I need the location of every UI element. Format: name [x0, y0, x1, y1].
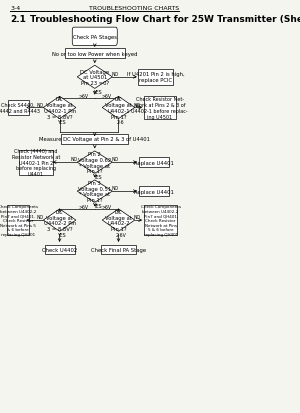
Text: NO: NO — [71, 157, 78, 162]
Text: Replace U4401: Replace U4401 — [134, 189, 174, 194]
Bar — [61, 135, 128, 145]
Text: 3-4: 3-4 — [11, 6, 21, 11]
Bar — [65, 49, 124, 59]
Polygon shape — [77, 66, 112, 89]
Text: No or too low Power when keyed: No or too low Power when keyed — [52, 52, 137, 57]
Polygon shape — [102, 97, 135, 119]
Bar — [45, 245, 75, 255]
Bar — [139, 158, 169, 168]
Text: DC
Voltage at
U4402-2 Pin
3 = 8.8V?: DC Voltage at U4402-2 Pin 3 = 8.8V? — [44, 209, 76, 232]
Text: DC
Voltage at
U4402-2
Pin 1?: DC Voltage at U4402-2 Pin 1? — [105, 209, 132, 232]
Text: Check Components
between U4402-2
Pin7 and QH401.
Check Resistor
Network at Pins : Check Components between U4402-2 Pin7 an… — [0, 205, 38, 236]
Polygon shape — [44, 97, 76, 119]
Text: Pin 2
Voltage 0.62
* Voltage at
Pin 1?: Pin 2 Voltage 0.62 * Voltage at Pin 1? — [78, 152, 111, 174]
Text: Pin 3
Voltage 0.51
* Voltage at
Pin 1?: Pin 3 Voltage 0.51 * Voltage at Pin 1? — [78, 180, 111, 203]
Text: 2-6: 2-6 — [117, 120, 124, 125]
Text: YES: YES — [57, 120, 66, 125]
Bar — [8, 100, 29, 116]
Text: >6V: >6V — [101, 205, 111, 210]
Bar — [143, 97, 176, 120]
Text: NO: NO — [37, 215, 44, 220]
FancyBboxPatch shape — [72, 28, 117, 46]
Polygon shape — [77, 152, 112, 174]
Text: NO: NO — [134, 102, 141, 107]
Text: Check Components
between U4402-2
Pin7 and QH401.
Check Resistor
Network at Pins
: Check Components between U4402-2 Pin7 an… — [141, 205, 181, 236]
Text: DC
Voltage at
U4402-1
Pin 1?: DC Voltage at U4402-1 Pin 1? — [105, 97, 132, 119]
Text: If U4201 Pin 2 is high,
replace PCIC: If U4201 Pin 2 is high, replace PCIC — [127, 72, 184, 83]
Bar — [7, 206, 29, 235]
Text: Measure DC Voltage at Pin 2 & 3 of U4401: Measure DC Voltage at Pin 2 & 3 of U4401 — [39, 137, 150, 142]
Text: Check Resistor Net-
work at Pins 2 & 3 of
U4402-1 before replac-
ing U4501: Check Resistor Net- work at Pins 2 & 3 o… — [131, 97, 188, 119]
Text: Check PA Stages: Check PA Stages — [73, 35, 117, 40]
Bar — [101, 245, 136, 255]
Text: Check (4440) and
Resistor Network at
U4402-1 Pin 2
before replacing
U4401: Check (4440) and Resistor Network at U44… — [12, 149, 60, 177]
Text: YES: YES — [93, 90, 101, 95]
Text: Check S4440,
R4442 and R4443: Check S4440, R4442 and R4443 — [0, 103, 40, 114]
Text: >6V: >6V — [101, 93, 111, 98]
Bar — [19, 150, 52, 175]
Polygon shape — [77, 180, 112, 203]
Text: TROUBLESHOOTING CHARTS: TROUBLESHOOTING CHARTS — [89, 6, 179, 11]
Bar — [144, 206, 177, 235]
Text: YES: YES — [57, 233, 66, 237]
Text: Check U4402: Check U4402 — [42, 247, 77, 252]
Bar — [138, 70, 172, 85]
Text: DC Voltage
at U4501
Pin 23 =0?: DC Voltage at U4501 Pin 23 =0? — [80, 69, 109, 86]
Text: NO: NO — [37, 102, 44, 107]
Text: 2.1: 2.1 — [11, 15, 26, 24]
Text: NO: NO — [134, 215, 141, 220]
Text: Check Final PA Stage: Check Final PA Stage — [91, 247, 146, 252]
Text: NO: NO — [111, 157, 118, 162]
Text: YES: YES — [93, 175, 101, 180]
Text: NO: NO — [111, 72, 118, 77]
Text: 2-6V: 2-6V — [115, 233, 126, 237]
Polygon shape — [44, 209, 76, 232]
Text: Troubleshooting Flow Chart for 25W Transmitter (Sheet 2 of 3): Troubleshooting Flow Chart for 25W Trans… — [30, 15, 300, 24]
Polygon shape — [102, 209, 135, 232]
Bar — [139, 187, 169, 197]
Text: Replace U4401: Replace U4401 — [134, 160, 174, 165]
Text: >6V: >6V — [78, 205, 88, 210]
Text: >6V: >6V — [78, 93, 88, 98]
Text: YES: YES — [93, 204, 101, 209]
Text: NO: NO — [111, 186, 118, 191]
Text: DC
Voltage at
U4402-1 Pin
3 = 8.8V?: DC Voltage at U4402-1 Pin 3 = 8.8V? — [44, 97, 76, 119]
